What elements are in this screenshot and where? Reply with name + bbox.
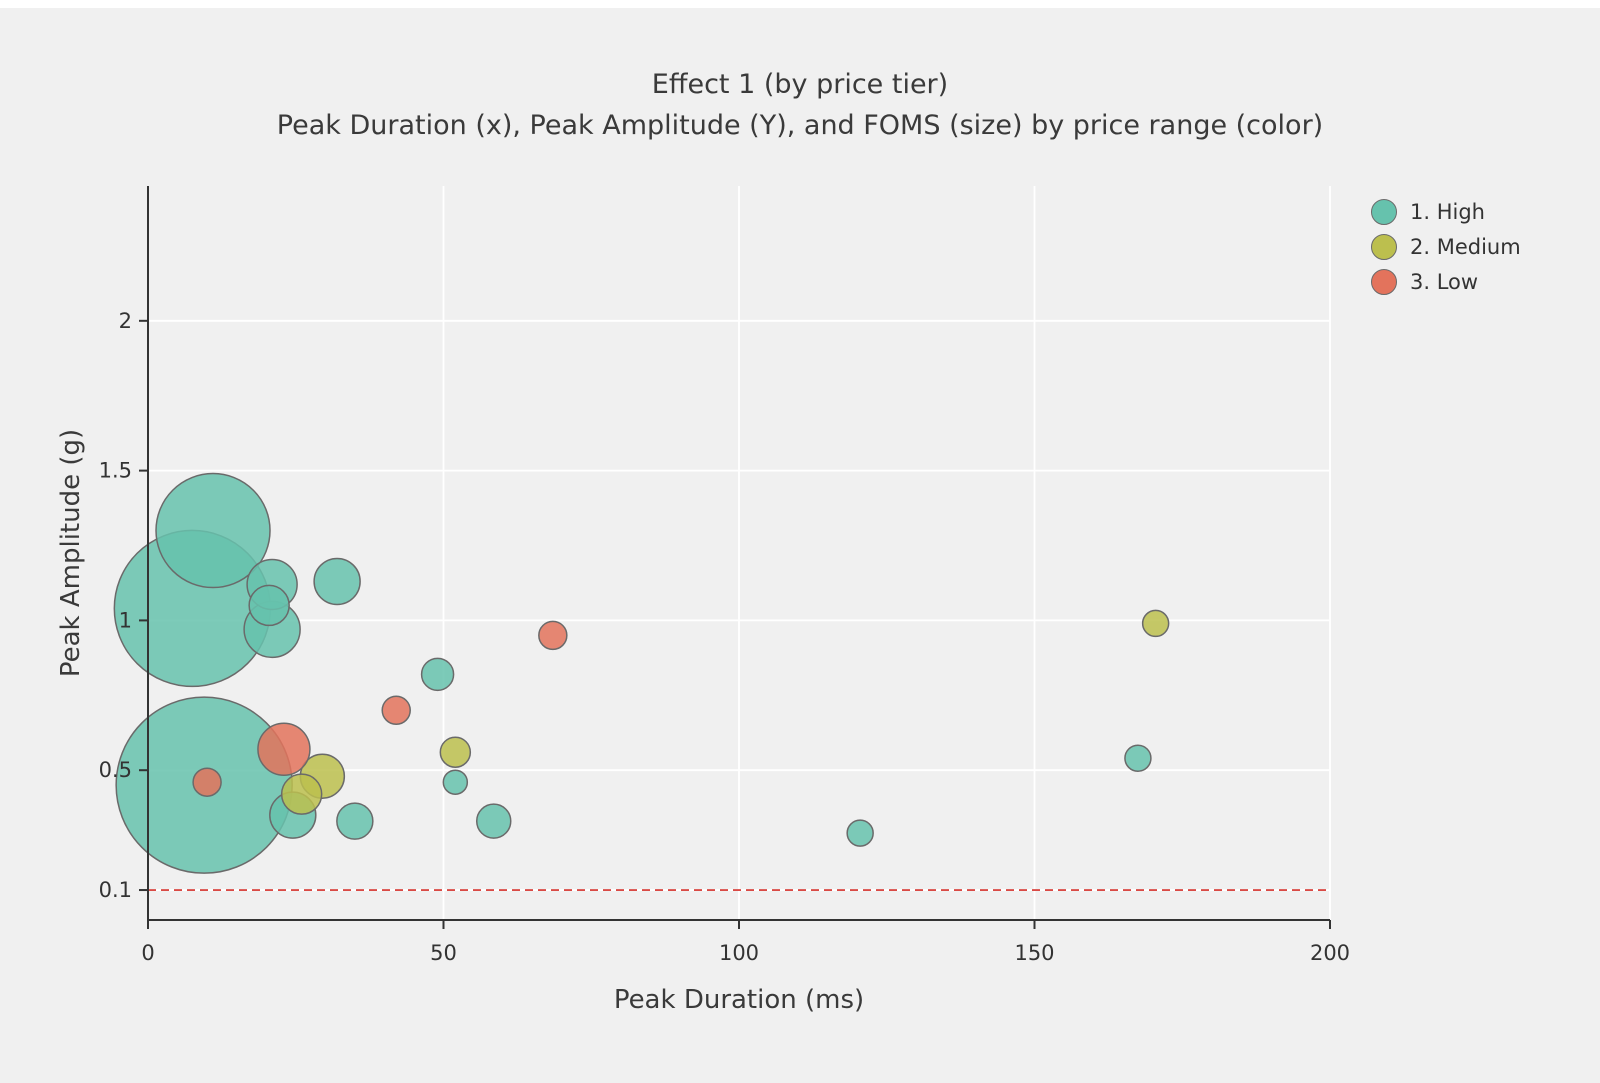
bubble-3-low [192, 767, 222, 797]
page-margin [0, 0, 1600, 8]
legend-item: 1. High [1371, 194, 1521, 229]
bubble-3-low [381, 695, 411, 726]
bubble-2-medium [280, 773, 323, 815]
chart-subtitle: Peak Duration (x), Peak Amplitude (Y), a… [276, 110, 1324, 141]
legend-label: 3. Low [1410, 269, 1479, 294]
bubble-3-low [538, 620, 568, 651]
legend: 1. High 2. Medium 3. Low [1371, 194, 1521, 299]
y-tick-label: 1.5 [99, 459, 132, 483]
chart-header: Effect 1 (by price tier) Peak Duration (… [0, 64, 1600, 146]
bubble-2-medium [1141, 609, 1170, 638]
legend-item: 2. Medium [1371, 229, 1521, 264]
legend-item: 3. Low [1371, 264, 1521, 299]
y-tick-label: 1 [119, 608, 132, 632]
bubble-1-high [155, 472, 271, 589]
x-tick-label: 200 [1310, 941, 1350, 965]
chart-title: Effect 1 (by price tier) [651, 69, 949, 100]
bubble-1-high [846, 819, 874, 847]
x-tick-label: 100 [719, 941, 759, 965]
bubble-3-low [257, 722, 311, 776]
y-tick-label: 0.5 [99, 758, 132, 782]
bubble-1-high [1124, 744, 1152, 772]
bubble-1-high [313, 557, 361, 606]
x-axis-label: Peak Duration (ms) [613, 985, 865, 1015]
legend-swatch-icon [1371, 268, 1397, 295]
bubble-1-high [475, 803, 512, 839]
bubble-1-high [248, 584, 290, 627]
y-tick-label: 0.1 [99, 878, 132, 902]
x-tick-label: 50 [430, 941, 457, 965]
legend-label: 1. High [1410, 199, 1485, 224]
x-tick-label: 150 [1014, 941, 1054, 965]
bubble-1-high [336, 802, 374, 840]
y-tick-label: 2 [119, 309, 132, 333]
legend-swatch-icon [1371, 198, 1397, 225]
bubble-1-high [442, 769, 469, 795]
legend-swatch-icon [1371, 233, 1397, 260]
bubble-2-medium [439, 736, 472, 768]
y-axis-label: Peak Amplitude (g) [56, 428, 86, 678]
x-tick-label: 0 [141, 941, 154, 965]
legend-label: 2. Medium [1410, 234, 1521, 259]
bubble-1-high [420, 657, 455, 692]
